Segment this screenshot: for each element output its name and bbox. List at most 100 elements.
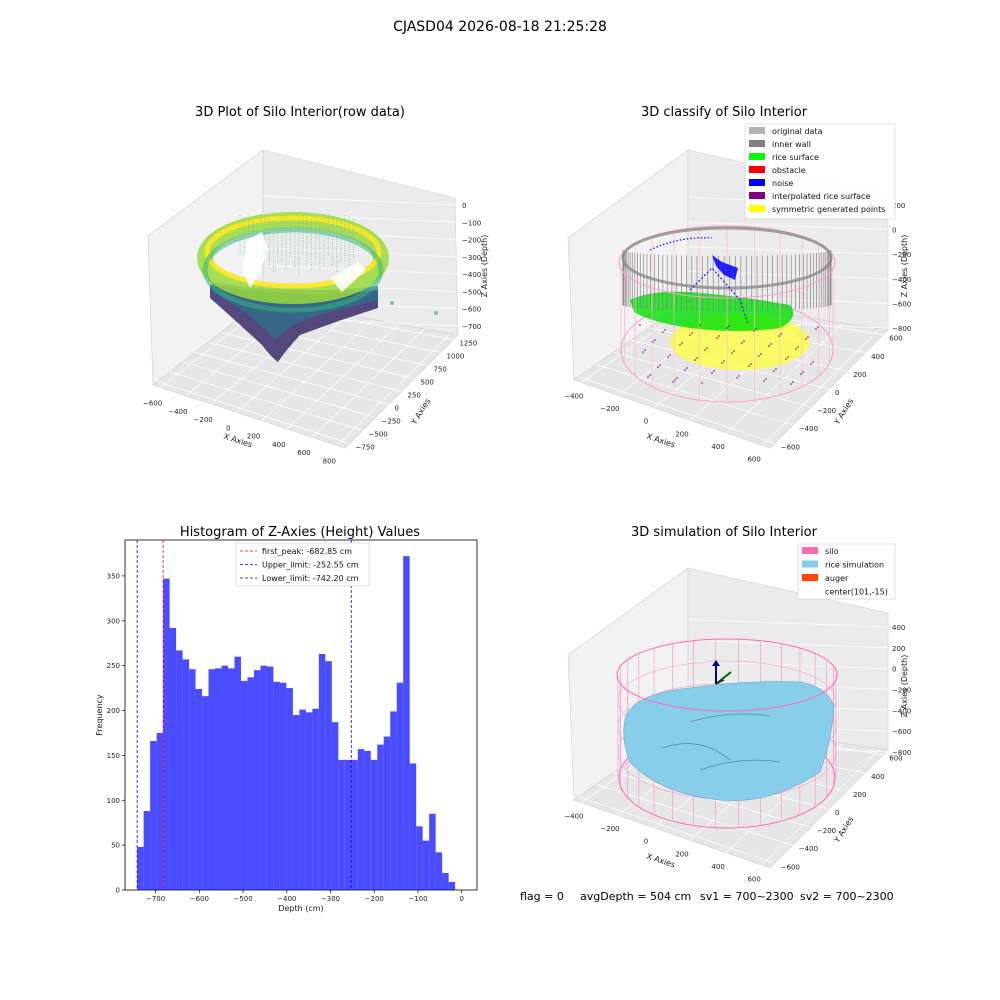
y-tick-label: −600 <box>781 443 800 451</box>
classify-legend-frame <box>744 123 896 220</box>
classify-interpolated-point <box>644 349 646 351</box>
classify-rice-surface <box>630 291 794 331</box>
classify-interpolated-point <box>639 324 641 326</box>
histogram-bar <box>273 681 280 890</box>
histogram-x-tick-label: −700 <box>146 895 165 903</box>
classify-interpolated-point <box>812 361 814 363</box>
classify-3d-plot: 3D classify of Silo Interior −400 −200 0 20… <box>564 105 911 463</box>
histogram-y-tick-label: 300 <box>107 617 120 625</box>
raw-ring-top <box>204 215 382 289</box>
classify-legend-label: rice surface <box>772 153 819 162</box>
z-tick-label: −600 <box>892 300 911 308</box>
classify-interpolated-point <box>770 343 772 345</box>
raw-data-3d-plot: 3D Plot of Silo Interior(row data) −600−… <box>143 105 489 465</box>
histogram-bar <box>299 709 306 890</box>
simulation-z-label: Z Axies (Depth) <box>900 655 909 718</box>
classify-interpolated-point <box>780 333 782 335</box>
histogram-bar <box>202 696 209 890</box>
y-tick-label: 400 <box>871 773 884 781</box>
classify-legend-label: obstacle <box>772 166 806 175</box>
grid-line-z <box>687 246 889 255</box>
classify-interpolated-point <box>743 340 745 342</box>
z-tick-label: −200 <box>892 251 911 259</box>
grid-line-z <box>687 619 889 628</box>
classify-interpolated-point <box>649 374 651 376</box>
classify-interpolated-point <box>765 378 767 380</box>
x-tick-label: −200 <box>600 825 619 833</box>
classify-interpolated-point <box>775 368 777 370</box>
y-tick-label: 200 <box>853 791 866 799</box>
raw-ring-band <box>202 227 384 313</box>
histogram-legend: first_peak: -682.85 cm Upper_limit: -252.… <box>235 542 370 587</box>
raw-z-label: Z Axies (Depth) <box>480 235 489 298</box>
classify-legend-swatch <box>749 127 765 134</box>
histogram-bar <box>215 668 222 890</box>
x-tick-label: 0 <box>644 838 648 846</box>
histogram-reference-lines <box>136 540 352 890</box>
classify-legend-swatch <box>749 205 765 212</box>
histogram-y-tick-label: 150 <box>107 752 120 760</box>
histogram-bar <box>189 669 196 890</box>
histogram-bar <box>156 732 164 890</box>
classify-noise-cluster <box>712 255 738 280</box>
y-tick-label: 0 <box>835 389 839 397</box>
raw-outlier-point <box>434 311 438 315</box>
classify-interpolated-point <box>713 370 715 372</box>
histogram-bar <box>344 759 352 890</box>
x-tick-label: 600 <box>747 875 760 883</box>
histogram-bar <box>176 650 183 890</box>
simulation-legend-label: center(101,-15) <box>825 588 888 597</box>
classify-noise-streak <box>689 267 749 325</box>
histogram-bar <box>195 688 203 890</box>
classify-interpolated-point <box>817 326 819 328</box>
histogram-y-tick-label: 350 <box>107 572 120 580</box>
y-tick-label: 750 <box>433 366 446 374</box>
classify-wall-rim <box>621 226 833 290</box>
classify-interpolated-point <box>664 329 666 331</box>
status-avg-depth: avgDepth = 504 cm <box>580 890 691 903</box>
grid-line-y <box>157 381 350 444</box>
classify-interpolated-point <box>674 379 676 381</box>
classify-legend-label: original data <box>772 127 823 136</box>
classify-interpolated-point <box>733 350 735 352</box>
classify-interpolated-point <box>704 349 706 351</box>
x-tick-label: −400 <box>564 813 583 821</box>
y-tick-label: −500 <box>369 430 388 438</box>
grid-line-y <box>220 332 415 379</box>
classify-legend-swatch <box>749 153 765 160</box>
y-tick-label: 200 <box>853 371 866 379</box>
histogram-bar <box>163 578 170 890</box>
histogram-bar <box>208 669 216 890</box>
histogram-bar <box>338 759 345 890</box>
histogram-bar <box>305 712 313 890</box>
simulation-rice-ridges <box>661 713 781 771</box>
classify-interpolated-point <box>738 375 740 377</box>
classify-legend-swatch <box>749 166 765 173</box>
classify-interpolated-point <box>810 363 812 365</box>
x-tick-label: 600 <box>747 455 760 463</box>
histogram-x-label: Depth (cm) <box>278 904 323 913</box>
simulation-silo-top <box>616 638 838 712</box>
histogram-bars <box>137 556 456 890</box>
grid-line-y <box>595 784 793 846</box>
y-tick-label: 600 <box>889 755 902 763</box>
classify-x-label: X Axies <box>645 432 676 450</box>
x-tick-label: 200 <box>675 850 688 858</box>
simulation-tick-labels: −400 −200 0 200 400 600 −600 −400 −200 0 200 400 600… <box>564 624 911 883</box>
histogram-bar <box>182 659 190 890</box>
raw-debris-patch-2 <box>330 262 366 292</box>
x-tick-label: 400 <box>272 441 285 449</box>
simulation-legend-swatch <box>802 560 818 568</box>
histogram-bar <box>422 840 430 890</box>
z-tick-label: −600 <box>462 306 481 314</box>
classify-legend-swatch <box>749 179 765 186</box>
histogram-y-tick-label: 200 <box>107 707 120 715</box>
histogram-bar <box>409 763 417 890</box>
classify-interpolated-point <box>686 367 688 369</box>
histogram-bar <box>331 722 339 890</box>
classify-interpolated-point <box>773 370 775 372</box>
x-tick-label: 400 <box>711 443 724 451</box>
histogram-y-tick-label: 100 <box>107 797 120 805</box>
histogram-bar <box>325 661 332 890</box>
classify-legend: original data inner wall rice surface obsta… <box>744 123 896 220</box>
